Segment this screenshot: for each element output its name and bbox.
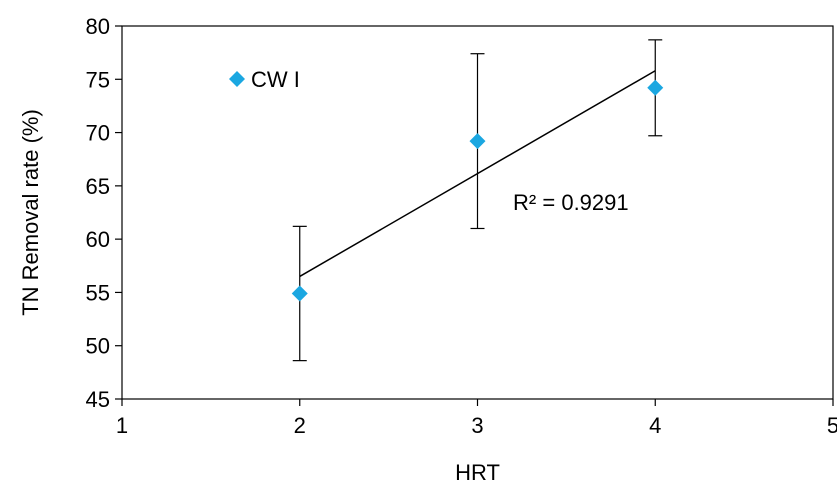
x-tick-label: 1	[116, 413, 128, 438]
x-axis-ticks: 1 2 3 4 5	[116, 399, 837, 438]
x-tick-label: 5	[827, 413, 837, 438]
y-tick-label: 70	[86, 121, 110, 146]
data-points	[291, 79, 664, 302]
data-point	[647, 79, 664, 96]
y-tick-label: 75	[86, 67, 110, 92]
legend: CW I	[229, 67, 300, 92]
legend-marker-cw-i	[229, 71, 245, 87]
x-axis-label: HRT	[455, 460, 500, 484]
data-point	[469, 133, 486, 150]
x-tick-label: 3	[471, 413, 483, 438]
y-tick-label: 45	[86, 387, 110, 412]
data-point	[291, 285, 308, 302]
x-tick-label: 2	[294, 413, 306, 438]
y-axis-label: TN Removal rate (%)	[18, 109, 43, 316]
y-tick-label: 80	[86, 14, 110, 39]
y-axis-ticks: 45 50 55 60 65 70 75 80	[86, 14, 122, 412]
y-tick-label: 50	[86, 334, 110, 359]
y-tick-label: 65	[86, 174, 110, 199]
r-squared-annotation: R² = 0.9291	[513, 190, 629, 215]
y-tick-label: 55	[86, 280, 110, 305]
legend-label-cw-i: CW I	[251, 67, 300, 92]
x-tick-label: 4	[649, 413, 661, 438]
y-tick-label: 60	[86, 227, 110, 252]
